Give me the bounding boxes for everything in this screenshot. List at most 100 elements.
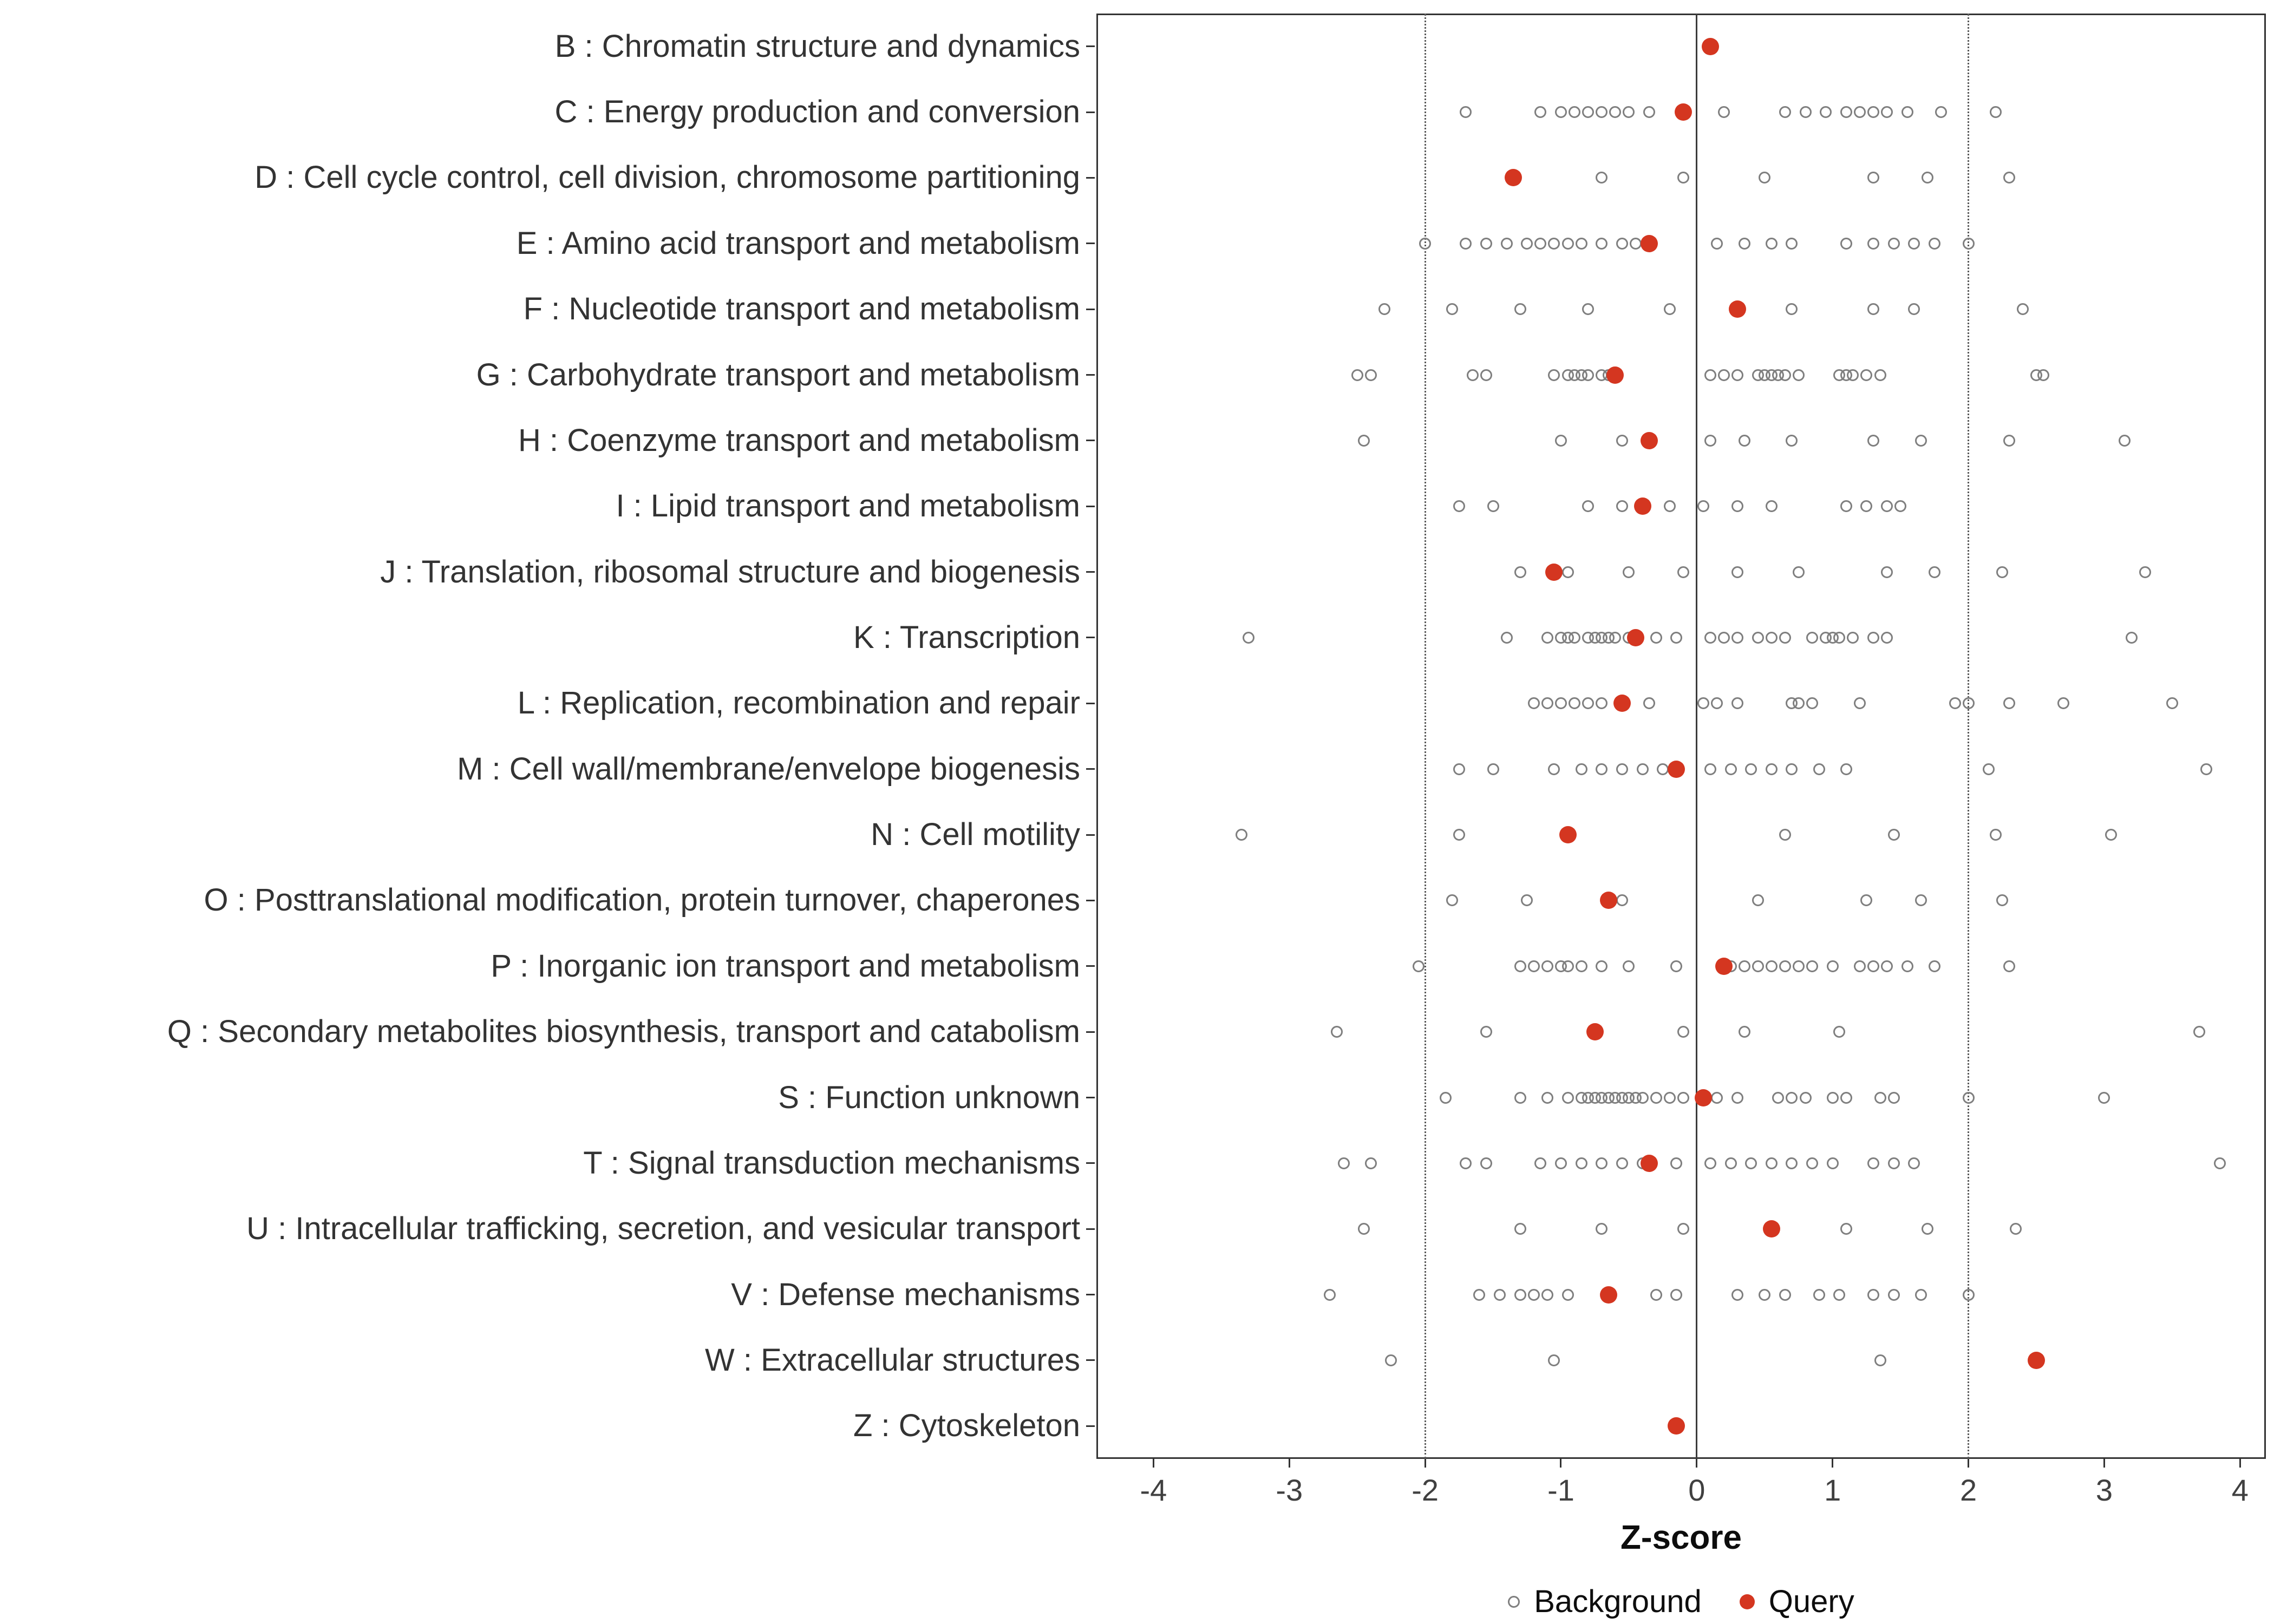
background-point [1236,829,1248,841]
background-point [1853,106,1866,119]
background-point [2057,697,2070,710]
query-point [2028,1351,2046,1369]
background-point [1596,172,1608,184]
background-point [1874,369,1886,381]
reference-line-dotted [1424,14,1426,1459]
background-point [1853,697,1866,710]
y-axis-label: F : Nucleotide transport and metabolism [523,291,1080,327]
x-axis-title: Z-score [1620,1519,1742,1556]
background-point [1514,1223,1526,1235]
query-point [1606,366,1624,384]
background-point [1623,960,1635,972]
x-axis-tick-label: 0 [1688,1473,1706,1507]
background-point [1636,763,1649,775]
x-axis-tick-label: -4 [1140,1473,1167,1507]
background-point [1752,894,1764,907]
legend-label-query: Query [1768,1584,1854,1619]
query-point [1586,1023,1604,1041]
y-axis-label: C : Energy production and conversion [554,94,1080,130]
background-point [1989,829,2002,841]
background-point [1806,1157,1819,1169]
background-point [1833,1026,1846,1038]
background-point [1840,106,1852,119]
background-point [1337,1157,1350,1169]
x-axis-tick-label: -1 [1547,1473,1574,1507]
background-point [1460,106,1472,119]
background-point [1922,1223,1934,1235]
background-point [1575,960,1587,972]
background-point [1793,369,1805,381]
background-point [1582,500,1595,513]
background-point [1460,237,1472,250]
background-point [1575,1157,1587,1169]
x-axis-tick-label: 2 [1960,1473,1977,1507]
background-point [1596,237,1608,250]
background-point [2037,369,2049,381]
background-point [1867,434,1879,447]
background-point [1765,960,1778,972]
background-point [1860,894,1873,907]
background-point [1473,1288,1486,1301]
x-axis-tick [1832,1459,1834,1468]
background-point [1793,697,1805,710]
background-point [2193,1026,2206,1038]
background-point [1670,1157,1683,1169]
background-point [1521,894,1533,907]
background-point [1786,303,1798,316]
background-point [1731,500,1744,513]
background-point [1541,1091,1553,1104]
background-point [1677,1026,1689,1038]
x-axis-tick [1968,1459,1970,1468]
background-point [1813,763,1825,775]
background-point [1786,763,1798,775]
x-axis-tick [1560,1459,1562,1468]
background-point [1358,1223,1370,1235]
background-point [1453,763,1465,775]
plot-panel [1096,14,2266,1459]
x-axis-tick [2239,1459,2241,1468]
background-point [1806,697,1819,710]
background-point [1670,960,1683,972]
background-point [1908,1157,1920,1169]
background-point [1833,1288,1846,1301]
background-point [1596,1223,1608,1235]
background-point [1514,960,1526,972]
background-point [1887,1157,1900,1169]
y-axis-tick [1086,637,1095,639]
background-point [1616,500,1628,513]
background-point [1833,631,1846,644]
background-point [1494,1288,1506,1301]
background-point [1867,303,1879,316]
y-axis-label: E : Amino acid transport and metabolism [516,225,1080,261]
y-axis-label: O : Posttranslational modification, prot… [204,882,1080,918]
background-point [1596,960,1608,972]
background-point [1731,1091,1744,1104]
background-point [1643,697,1656,710]
background-point [1765,237,1778,250]
background-point [1466,369,1479,381]
background-point [1616,1157,1628,1169]
background-point [1752,631,1764,644]
background-point [1718,106,1730,119]
background-point [1772,1091,1785,1104]
background-point [1623,106,1635,119]
y-axis-label: U : Intracellular trafficking, secretion… [246,1211,1080,1247]
background-point [1840,1091,1852,1104]
background-point [1881,106,1893,119]
background-point [2016,303,2029,316]
y-axis-label: Q : Secondary metabolites biosynthesis, … [167,1014,1080,1050]
background-point [1358,434,1370,447]
background-point [1453,500,1465,513]
background-point [1962,1288,1975,1301]
y-axis-label: J : Translation, ribosomal structure and… [380,554,1080,590]
query-point [1613,695,1631,712]
background-point [1704,369,1716,381]
background-point [1894,500,1907,513]
background-point [1561,1288,1574,1301]
background-point-icon [1508,1595,1520,1608]
y-axis-tick [1086,45,1095,48]
background-point [1487,500,1499,513]
background-point [1738,960,1750,972]
x-axis-tick [1424,1459,1426,1468]
